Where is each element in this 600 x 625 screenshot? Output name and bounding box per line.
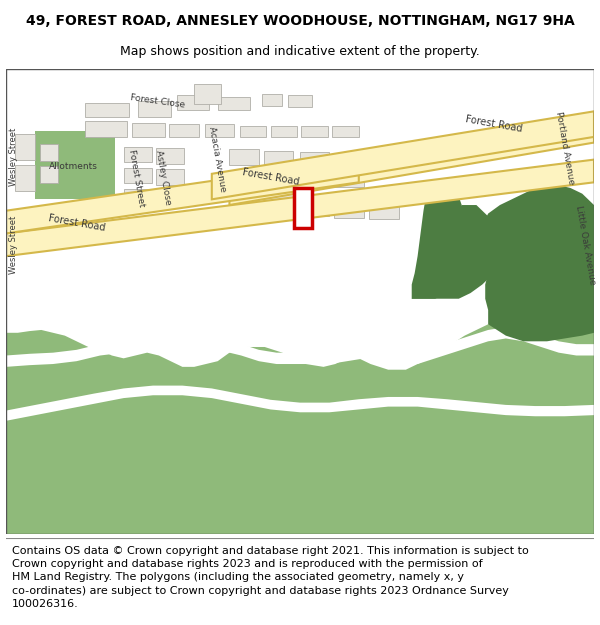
Text: Forest Close: Forest Close bbox=[130, 93, 185, 109]
Polygon shape bbox=[6, 296, 594, 534]
Text: Little Oak Avenue: Little Oak Avenue bbox=[574, 204, 596, 285]
Bar bbox=[35, 131, 115, 199]
Text: Acacia Avenue: Acacia Avenue bbox=[208, 126, 228, 193]
Bar bbox=[124, 146, 152, 162]
Bar bbox=[334, 173, 364, 188]
Text: Forest Road: Forest Road bbox=[47, 213, 106, 233]
Bar bbox=[156, 148, 184, 164]
Polygon shape bbox=[6, 159, 359, 233]
Bar bbox=[40, 144, 58, 161]
Text: Astley Close: Astley Close bbox=[154, 149, 173, 206]
Bar bbox=[156, 169, 184, 184]
Text: 49, FOREST ROAD, ANNESLEY WOODHOUSE, NOTTINGHAM, NG17 9HA: 49, FOREST ROAD, ANNESLEY WOODHOUSE, NOT… bbox=[26, 14, 574, 28]
Polygon shape bbox=[6, 159, 594, 256]
Polygon shape bbox=[294, 188, 312, 228]
Bar bbox=[262, 94, 283, 106]
Polygon shape bbox=[212, 111, 594, 199]
Text: Forest Street: Forest Street bbox=[127, 148, 146, 208]
Bar bbox=[288, 95, 312, 108]
Bar bbox=[240, 126, 266, 137]
Bar bbox=[334, 203, 364, 217]
Bar bbox=[15, 165, 35, 191]
Bar bbox=[169, 124, 199, 137]
Bar bbox=[15, 134, 35, 159]
Text: Contains OS data © Crown copyright and database right 2021. This information is : Contains OS data © Crown copyright and d… bbox=[12, 546, 529, 609]
Bar bbox=[124, 168, 152, 184]
Text: Portland Avenue: Portland Avenue bbox=[554, 111, 575, 186]
Bar bbox=[194, 84, 221, 104]
Bar bbox=[40, 166, 58, 184]
Polygon shape bbox=[6, 386, 594, 421]
Bar bbox=[263, 151, 293, 166]
Bar bbox=[334, 153, 364, 168]
Bar bbox=[133, 122, 165, 137]
Bar bbox=[138, 101, 170, 117]
Bar bbox=[124, 189, 152, 205]
Polygon shape bbox=[412, 182, 462, 299]
Polygon shape bbox=[482, 185, 594, 341]
Bar bbox=[263, 171, 293, 187]
Text: Wesley Street: Wesley Street bbox=[8, 127, 17, 186]
Polygon shape bbox=[412, 205, 500, 299]
Polygon shape bbox=[6, 327, 594, 367]
Bar bbox=[229, 171, 259, 186]
Text: Allotments: Allotments bbox=[49, 162, 98, 171]
Bar bbox=[156, 190, 184, 206]
Text: Map shows position and indicative extent of the property.: Map shows position and indicative extent… bbox=[120, 46, 480, 58]
Bar bbox=[271, 126, 297, 137]
Bar bbox=[300, 172, 329, 186]
Bar bbox=[229, 191, 259, 208]
Bar bbox=[370, 204, 399, 219]
Bar bbox=[85, 121, 127, 137]
Bar bbox=[218, 97, 250, 109]
Bar bbox=[301, 126, 328, 137]
Text: Wesley Street: Wesley Street bbox=[8, 216, 17, 274]
Bar bbox=[176, 96, 209, 109]
Bar bbox=[205, 124, 234, 137]
Bar bbox=[300, 152, 329, 166]
Bar bbox=[229, 149, 259, 165]
Bar bbox=[85, 103, 130, 117]
Bar bbox=[263, 192, 293, 209]
Bar bbox=[332, 126, 359, 137]
Text: Forest Road: Forest Road bbox=[465, 114, 523, 134]
Polygon shape bbox=[229, 120, 594, 205]
Bar bbox=[300, 202, 329, 216]
Text: Forest Road: Forest Road bbox=[241, 167, 300, 186]
